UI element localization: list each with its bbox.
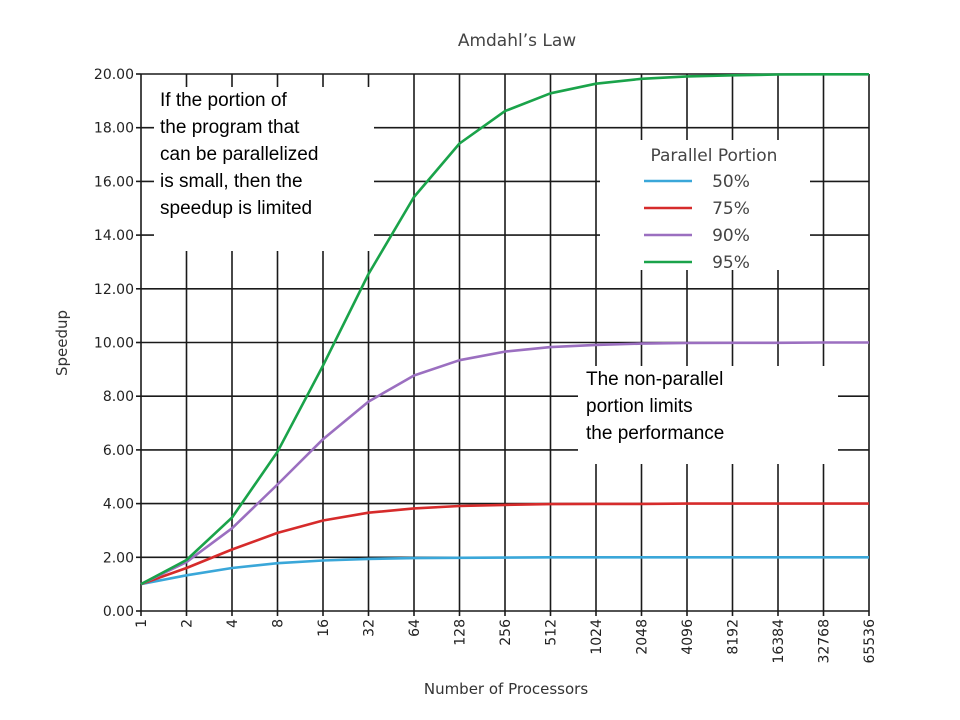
x-tick-label: 32768 xyxy=(817,619,833,664)
y-tick-label: 20.00 xyxy=(94,67,134,83)
y-tick-label: 18.00 xyxy=(94,121,134,137)
y-tick-label: 8.00 xyxy=(103,389,134,405)
x-tick-label: 256 xyxy=(498,619,514,646)
x-tick-label: 4 xyxy=(225,619,241,628)
y-tick-label: 12.00 xyxy=(94,282,134,298)
series-lines xyxy=(140,73,869,586)
chart-title: Amdahl’s Law xyxy=(458,31,576,51)
y-axis-label: Speedup xyxy=(53,310,71,376)
x-tick-label: 16 xyxy=(316,619,332,637)
y-tick-label: 14.00 xyxy=(94,228,134,244)
legend-title: Parallel Portion xyxy=(651,146,778,166)
x-tick-label: 8 xyxy=(271,619,287,628)
legend-label: 75% xyxy=(712,199,750,219)
annotation-non-parallel-limit: The non-parallel portion limits the perf… xyxy=(578,366,838,464)
series-line-90pct xyxy=(140,341,869,586)
x-tick-label: 16384 xyxy=(771,619,787,664)
x-tick-label: 64 xyxy=(407,619,423,637)
x-tick-label: 4096 xyxy=(680,619,696,655)
x-tick-label: 512 xyxy=(544,619,560,646)
y-tick-label: 4.00 xyxy=(103,497,134,513)
x-tick-label: 1 xyxy=(134,619,150,628)
legend-label: 90% xyxy=(712,226,750,246)
legend: Parallel Portion 50% 75% 90% 95% xyxy=(600,140,810,273)
x-tick-label: 2048 xyxy=(635,619,651,655)
y-tick-label: 16.00 xyxy=(94,174,134,190)
x-axis-label: Number of Processors xyxy=(424,680,588,698)
x-tick-label: 32 xyxy=(362,619,378,637)
legend-label: 95% xyxy=(712,253,750,273)
series-line-75pct xyxy=(140,502,869,586)
y-tick-label: 2.00 xyxy=(103,550,134,566)
x-tick-label: 65536 xyxy=(862,619,878,664)
legend-items: 50% 75% 90% 95% xyxy=(644,172,750,273)
x-tick-label: 8192 xyxy=(726,619,742,655)
x-tick-label: 1024 xyxy=(589,619,605,655)
series-line-50pct xyxy=(140,555,869,586)
legend-background xyxy=(600,140,810,270)
y-tick-label: 6.00 xyxy=(103,443,134,459)
annotation-small-parallel-portion: If the portion of the program that can b… xyxy=(154,87,374,251)
y-tick-label: 10.00 xyxy=(94,336,134,352)
x-tick-label: 2 xyxy=(180,619,196,628)
legend-label: 50% xyxy=(712,172,750,192)
tick-labels: 0.00 2.00 4.00 6.00 8.00 10.00 12.00 14.00 16.00… xyxy=(94,67,878,664)
x-tick-label: 128 xyxy=(453,619,469,646)
series-line-95pct xyxy=(140,73,869,586)
y-tick-label: 0.00 xyxy=(103,604,134,620)
